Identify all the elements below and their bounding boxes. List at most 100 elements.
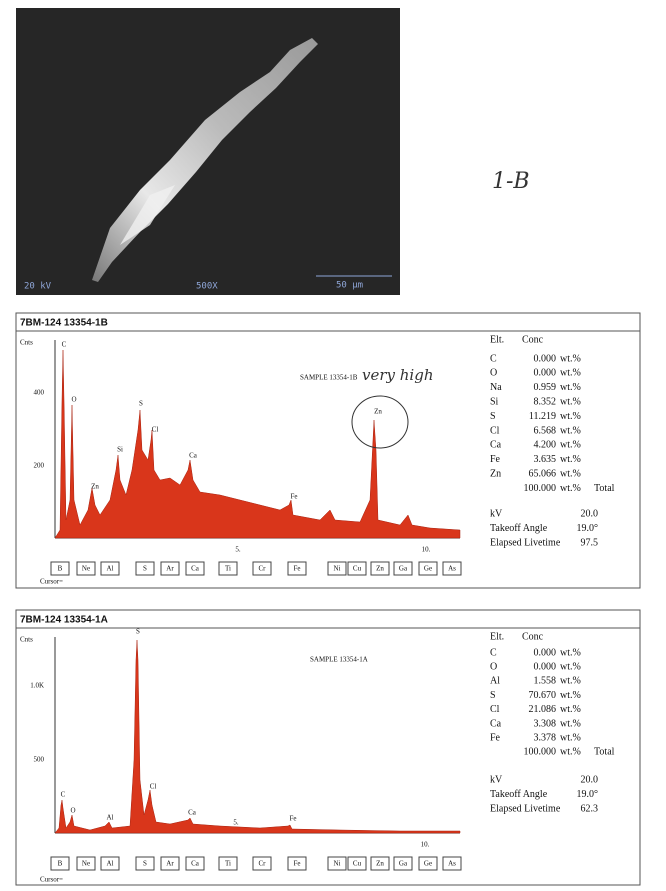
- peak-label: Fe: [291, 493, 298, 501]
- concentration: 4.200: [534, 440, 557, 451]
- y-axis-label: 500: [34, 756, 45, 764]
- parameter-name: Elapsed Livetime: [490, 537, 561, 548]
- element: Cl: [490, 704, 500, 715]
- unit: wt.%: [560, 353, 581, 364]
- table-header: Elt.: [490, 631, 504, 642]
- element-button: [347, 856, 367, 871]
- element: Na: [490, 382, 502, 393]
- concentration: 21.086: [529, 704, 557, 715]
- cursor-label: Cursor=: [40, 578, 63, 586]
- concentration: 6.568: [534, 425, 557, 436]
- parameter-value: 20.0: [581, 774, 599, 785]
- x-axis-label: 10.: [421, 841, 430, 849]
- concentration: 8.352: [534, 396, 557, 407]
- peak-label: Cl: [152, 426, 159, 434]
- total-value: 100.000: [524, 747, 557, 758]
- table-header: Conc: [522, 334, 544, 345]
- element-button: [218, 856, 238, 871]
- element: Fe: [490, 732, 501, 743]
- concentration: 3.635: [534, 454, 557, 465]
- element-button: [76, 561, 96, 576]
- unit: wt.%: [560, 411, 581, 422]
- element-button-label: Ne: [82, 860, 90, 868]
- total-unit: wt.%: [560, 483, 581, 494]
- y-axis-label: 1.0K: [30, 682, 44, 690]
- sample-label: SAMPLE 13354-1B: [300, 374, 358, 382]
- unit: wt.%: [560, 676, 581, 687]
- spectrum-panel: [15, 609, 641, 886]
- x-axis-label: 5.: [235, 546, 241, 554]
- element-button-label: Zn: [376, 565, 384, 573]
- spectrum: [54, 349, 461, 539]
- element-button: [185, 561, 205, 576]
- element-button-label: Ti: [225, 565, 231, 573]
- element-button-label: Al: [107, 565, 114, 573]
- element: Zn: [490, 468, 501, 479]
- peak-label: Cl: [150, 783, 157, 791]
- y-axis-label: 200: [34, 462, 45, 470]
- concentration: 0.000: [534, 368, 557, 379]
- unit: wt.%: [560, 368, 581, 379]
- element-button: [160, 856, 180, 871]
- element-button-label: Ca: [191, 860, 200, 868]
- parameter-name: Takeoff Angle: [490, 789, 548, 800]
- element-button: [370, 856, 390, 871]
- element: S: [490, 411, 496, 422]
- element: C: [490, 647, 497, 658]
- unit: wt.%: [560, 661, 581, 672]
- handwritten-annotation: very high: [362, 366, 433, 384]
- unit: wt.%: [560, 425, 581, 436]
- sem-voltage: 20 kV: [24, 282, 52, 292]
- handwritten-label: 1-B: [492, 169, 530, 194]
- element: S: [490, 690, 496, 701]
- peak-label: Al: [107, 814, 114, 822]
- element-button-label: S: [143, 565, 147, 573]
- concentration: 65.066: [529, 468, 557, 479]
- concentration: 1.558: [534, 676, 557, 687]
- element-button: [185, 856, 205, 871]
- parameter-value: 97.5: [581, 537, 599, 548]
- element-button-label: B: [58, 860, 63, 868]
- peak-label: C: [61, 791, 66, 799]
- element: Si: [490, 396, 499, 407]
- table-header: Elt.: [490, 334, 504, 345]
- sem-image: 20 kV 500X 50 µm: [16, 8, 400, 295]
- element: O: [490, 661, 497, 672]
- spectrum-panel: [15, 312, 641, 589]
- concentration: 70.670: [529, 690, 557, 701]
- cursor-label: Cursor=: [40, 876, 63, 884]
- element-button-label: B: [58, 565, 63, 573]
- concentration: 0.000: [534, 647, 557, 658]
- parameter-value: 19.0°: [577, 789, 599, 800]
- total-value: 100.000: [524, 483, 557, 494]
- unit: wt.%: [560, 382, 581, 393]
- element-button: [418, 561, 438, 576]
- element-button-label: Ge: [424, 565, 432, 573]
- unit: wt.%: [560, 440, 581, 451]
- counts-label: Cnts: [20, 339, 33, 347]
- element-button: [442, 561, 462, 576]
- element-button-label: Ni: [334, 565, 341, 573]
- x-axis-label: 5.: [233, 819, 239, 827]
- element-button: [327, 856, 347, 871]
- peak-label: Ca: [188, 809, 197, 817]
- element-button-label: Cr: [259, 860, 267, 868]
- parameter-name: kV: [490, 508, 503, 519]
- element-button: [100, 856, 120, 871]
- element-button: [393, 561, 413, 576]
- concentration: 0.000: [534, 661, 557, 672]
- x-axis-label: 10.: [422, 546, 431, 554]
- element-button-label: As: [448, 860, 456, 868]
- element-button: [50, 561, 70, 576]
- panel-header: 7BM-124 13354-1B: [20, 318, 108, 329]
- element-button-label: Cu: [353, 565, 362, 573]
- parameter-name: Elapsed Livetime: [490, 803, 561, 814]
- panel-header: 7BM-124 13354-1A: [20, 615, 108, 626]
- sem-magnification: 500X: [196, 282, 218, 292]
- element-button-label: Ni: [334, 860, 341, 868]
- element-button-label: S: [143, 860, 147, 868]
- element-button: [442, 856, 462, 871]
- element-button: [160, 561, 180, 576]
- element-button-label: Fe: [294, 565, 301, 573]
- parameter-name: kV: [490, 774, 503, 785]
